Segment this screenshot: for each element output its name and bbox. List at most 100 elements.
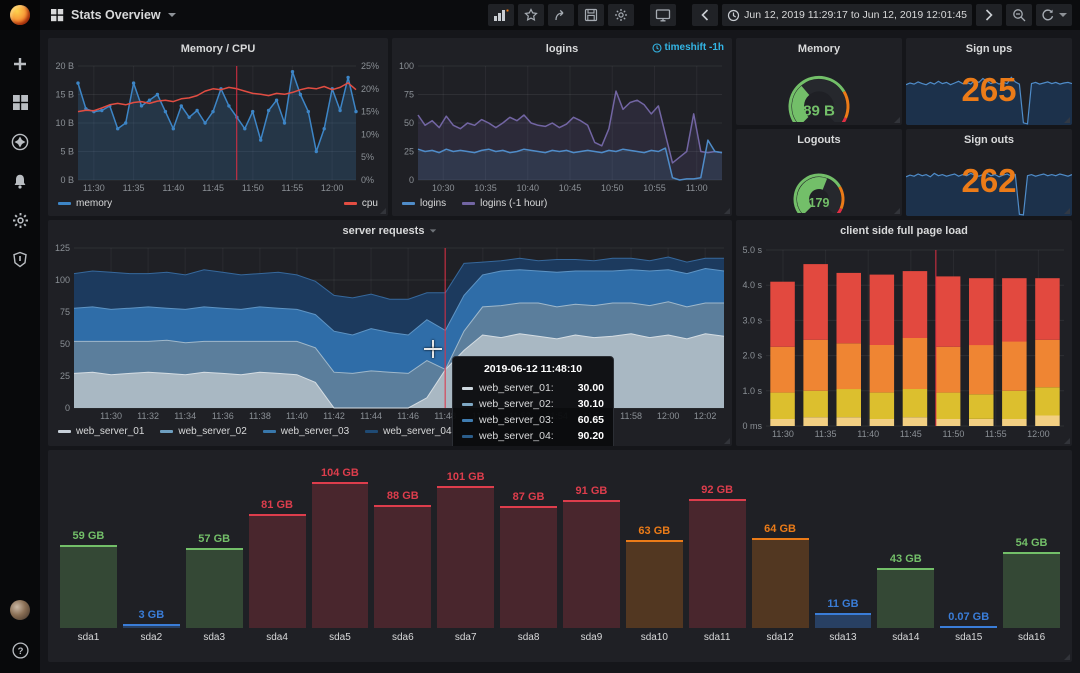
panel-title[interactable]: logins (392, 38, 732, 60)
zoom-out-button[interactable] (1006, 4, 1032, 26)
memory-cpu-chart[interactable]: 0 B 5 B 10 B 15 B 20 B 0% 5% 10% 15% 20% 25% 11:30 1… (48, 60, 388, 194)
star-button[interactable] (518, 4, 545, 26)
bar-gauge-item: 57 GB sda3 (185, 533, 243, 644)
bar-gauge-bar (563, 500, 620, 628)
panel-title[interactable]: Sign outs (906, 129, 1072, 151)
panel-title-text: server requests (342, 225, 425, 237)
explore-compass-icon[interactable] (11, 133, 29, 151)
bar-gauge-label: sda4 (266, 632, 288, 643)
svg-text:100: 100 (399, 61, 414, 71)
panel-memory-gauge: Memory 89 B (736, 38, 902, 125)
svg-text:11:38: 11:38 (249, 411, 271, 421)
bar-gauge-value: 43 GB (889, 552, 922, 565)
legend-item-logins[interactable]: logins (402, 198, 446, 209)
panel-title[interactable]: Memory (736, 38, 902, 60)
time-forward-button[interactable] (976, 4, 1002, 26)
legend-swatch (58, 429, 71, 433)
panel-title-text: Memory / CPU (180, 43, 256, 55)
timeshift-clock-icon (652, 43, 662, 53)
logins-chart[interactable]: 0 25 50 75 100 10:30 10:35 10:40 10:45 10:50 10:55… (392, 60, 732, 194)
svg-text:11:46: 11:46 (397, 411, 419, 421)
bar-gauge-bar (751, 538, 809, 628)
save-button[interactable] (578, 4, 605, 26)
alerting-bell-icon[interactable] (12, 173, 28, 190)
dashboard-title-group[interactable]: Stats Overview (50, 8, 176, 22)
svg-text:11:45: 11:45 (900, 429, 922, 439)
legend-swatch (343, 201, 357, 205)
left-sidebar: ? (0, 30, 40, 673)
clock-icon (727, 9, 740, 22)
add-panel-icon (494, 9, 509, 21)
dashboards-icon[interactable] (12, 94, 29, 111)
panel-title[interactable]: Memory / CPU (48, 38, 388, 60)
panel-title[interactable]: Sign ups (906, 38, 1072, 60)
svg-text:11:55: 11:55 (985, 429, 1007, 439)
panel-client-load: client side full page load 0 ms 1.0 s 2.0 … (736, 220, 1072, 446)
settings-gear-icon (615, 9, 628, 21)
cycle-view-button[interactable] (650, 4, 677, 26)
svg-text:11:32: 11:32 (137, 411, 159, 421)
svg-text:?: ? (17, 646, 23, 657)
refresh-caret-icon (1059, 13, 1067, 17)
panel-title[interactable]: Logouts (736, 129, 902, 151)
tooltip-series-name: web_server_04: (479, 430, 554, 442)
svg-text:11:34: 11:34 (174, 411, 196, 421)
svg-text:11:40: 11:40 (286, 411, 308, 421)
svg-text:11:55: 11:55 (281, 183, 303, 193)
chart-tooltip: 2019-06-12 11:48:10 web_server_01: 30.00… (452, 356, 614, 446)
bar-gauge-bar (437, 486, 495, 628)
svg-text:2.0 s: 2.0 s (742, 351, 762, 361)
time-back-button[interactable] (692, 4, 719, 26)
svg-text:12:00: 12:00 (1027, 429, 1050, 439)
grafana-logo-button[interactable] (0, 0, 40, 30)
refresh-button[interactable] (1036, 4, 1072, 26)
svg-text:0%: 0% (361, 175, 374, 185)
svg-text:11:30: 11:30 (772, 429, 794, 439)
legend-item-web-server-03[interactable]: web_server_03 (262, 426, 349, 437)
help-icon[interactable]: ? (12, 642, 29, 659)
svg-text:1.0 s: 1.0 s (742, 386, 762, 396)
bar-gauge-label: sda8 (517, 632, 540, 643)
panel-memory-cpu: Memory / CPU 0 B 5 B 10 B 15 B 20 B 0% 5% 10% 15… (48, 38, 388, 216)
bar-gauge-bar (500, 505, 557, 628)
legend-item-memory[interactable]: memory (58, 198, 112, 209)
legend-swatch (365, 429, 379, 433)
time-range-picker[interactable]: Jun 12, 2019 11:29:17 to Jun 12, 2019 12… (722, 4, 972, 26)
svg-text:25: 25 (60, 371, 70, 381)
caret-down-icon (167, 13, 176, 17)
legend-item-web-server-01[interactable]: web_server_01 (58, 426, 144, 437)
svg-text:10:40: 10:40 (516, 183, 539, 193)
svg-text:11:42: 11:42 (323, 411, 345, 421)
add-panel-button[interactable] (488, 4, 515, 26)
settings-button[interactable] (608, 4, 635, 26)
legend-label: logins (-1 hour) (480, 197, 548, 209)
share-button[interactable] (548, 4, 575, 26)
create-plus-icon[interactable] (12, 56, 28, 72)
sign-outs-value: 262 (961, 162, 1017, 199)
server-admin-shield-icon[interactable] (12, 251, 28, 268)
panel-sign-ups: Sign ups 265 (906, 38, 1072, 125)
configuration-gear-icon[interactable] (12, 212, 29, 229)
legend-item-logins-1h[interactable]: logins (-1 hour) (462, 198, 547, 209)
bar-gauge-item: 92 GB sda11 (688, 484, 746, 644)
svg-text:20%: 20% (361, 84, 379, 94)
tooltip-timestamp: 2019-06-12 11:48:10 (483, 363, 583, 375)
legend-swatch (402, 201, 415, 205)
legend-item-web-server-04[interactable]: web_server_04 (365, 426, 452, 437)
legend-item-web-server-02[interactable]: web_server_02 (160, 426, 247, 437)
svg-text:0 ms: 0 ms (742, 421, 762, 431)
legend-item-cpu[interactable]: cpu (343, 198, 378, 209)
bar-gauge-bar (877, 567, 935, 628)
bar-gauge-bar (122, 623, 180, 628)
panel-server-requests: server requests 0 25 50 75 100 125 11:30 11:32 1… (48, 220, 732, 446)
client-load-chart[interactable]: 0 ms 1.0 s 2.0 s 3.0 s 4.0 s 5.0 s 11:30 11:35 1… (736, 242, 1072, 440)
user-avatar[interactable] (10, 600, 30, 620)
panel-title[interactable]: server requests (48, 220, 732, 242)
tooltip-swatch (462, 418, 473, 422)
sign-ups-sparkline (906, 69, 1072, 125)
bar-gauge-value: 54 GB (1015, 537, 1048, 550)
tooltip-series-value: 30.00 (577, 382, 604, 394)
svg-text:12:00: 12:00 (657, 411, 680, 421)
server-requests-chart[interactable]: 0 25 50 75 100 125 11:30 11:32 11:34 11:36 11:38 11… (48, 242, 732, 422)
panel-title[interactable]: client side full page load (736, 220, 1072, 242)
